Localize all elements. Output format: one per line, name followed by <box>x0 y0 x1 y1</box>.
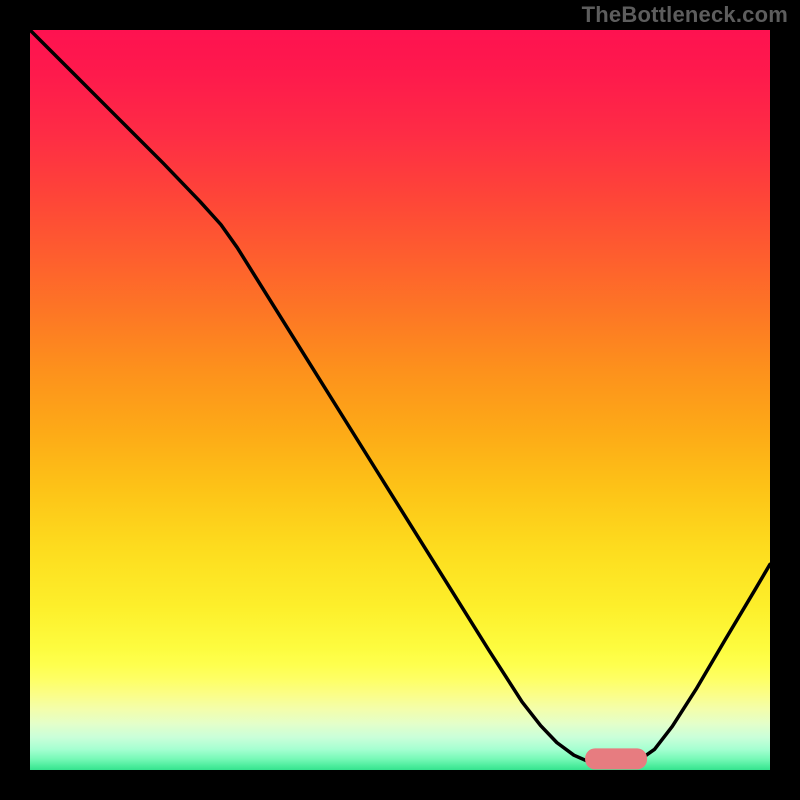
plot-area <box>30 30 770 770</box>
watermark-text: TheBottleneck.com <box>582 2 788 28</box>
optimal-point-marker <box>585 748 647 769</box>
bottleneck-curve <box>30 30 770 767</box>
chart-root: { "canvas": { "width": 800, "height": 80… <box>0 0 800 800</box>
curve-layer <box>30 30 770 770</box>
